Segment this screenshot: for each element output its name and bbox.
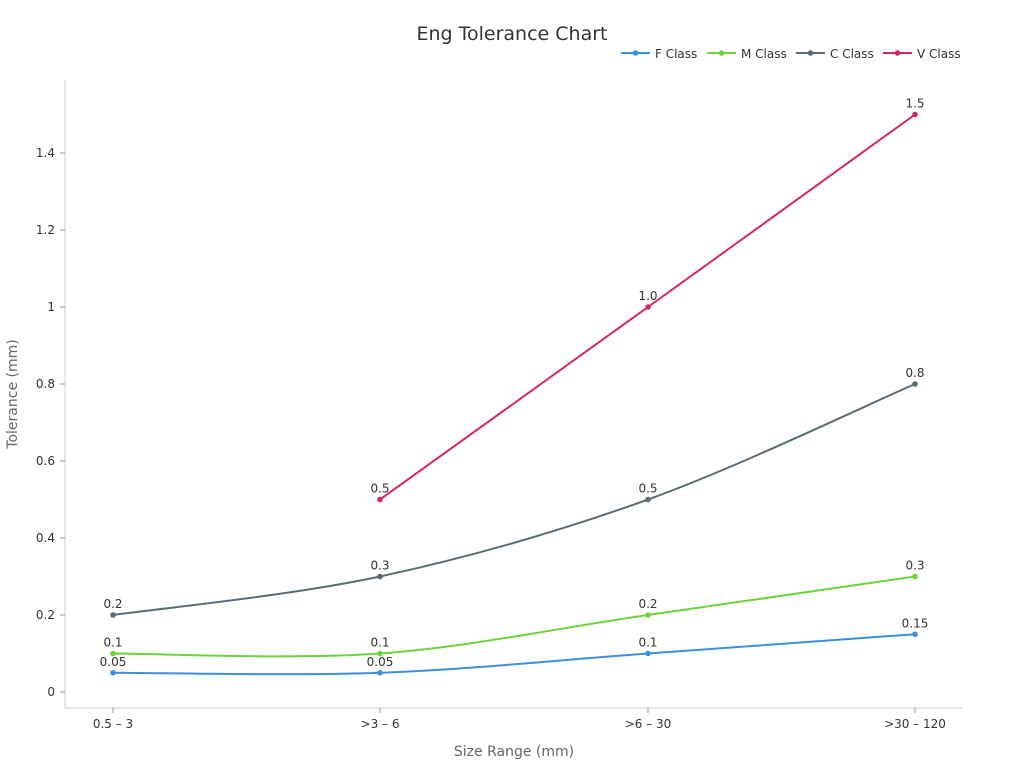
y-axis-ticks: 0 0.2 0.4 0.6 0.8 1 1.2 1.4 [36, 146, 65, 699]
x-tick-label: 0.5 – 3 [93, 717, 133, 731]
x-axis-ticks: 0.5 – 3 >3 – 6 >6 – 30 >30 – 120 [93, 708, 946, 731]
x-tick-label: >30 – 120 [884, 717, 946, 731]
data-label: 0.1 [103, 636, 122, 650]
legend-marker [807, 50, 814, 56]
series-group: 0.05 0.05 0.1 0.15 0.1 0.1 0.2 0.3 0.2 0.3 0.5 0.8 0… [100, 97, 929, 676]
data-label: 0.1 [638, 636, 657, 650]
legend-label: C Class [830, 47, 874, 61]
data-point[interactable] [912, 381, 918, 387]
data-label: 1.5 [905, 97, 924, 111]
legend-marker [718, 50, 725, 56]
data-label: 0.15 [902, 616, 929, 630]
data-point[interactable] [912, 111, 918, 118]
data-label: 0.5 [370, 482, 389, 496]
data-label: 0.3 [370, 559, 389, 573]
y-tick-label: 0.4 [36, 531, 55, 545]
y-tick-label: 1.4 [36, 146, 55, 160]
y-tick-label: 1.2 [36, 223, 55, 237]
legend-item[interactable]: V Class [883, 47, 961, 61]
data-point[interactable] [110, 650, 116, 657]
chart-title: Eng Tolerance Chart [416, 23, 607, 45]
series-line-f-class [112, 633, 916, 676]
legend-item[interactable]: C Class [796, 47, 874, 61]
data-point[interactable] [110, 612, 116, 618]
data-label: 0.3 [905, 559, 924, 573]
y-tick-label: 0.2 [36, 608, 55, 622]
x-axis-label: Size Range (mm) [454, 744, 574, 760]
series-line-c-class [112, 383, 916, 616]
legend-label: V Class [917, 47, 961, 61]
y-tick-label: 0 [47, 685, 55, 699]
y-tick-label: 0.6 [36, 454, 55, 468]
data-label: 0.1 [370, 636, 389, 650]
legend-item[interactable]: F Class [621, 47, 697, 61]
data-label: 0.5 [638, 482, 657, 496]
data-label: 0.05 [100, 655, 127, 669]
legend: F Class M Class C Class V Class [621, 47, 961, 61]
data-point[interactable] [645, 650, 651, 657]
data-point[interactable] [377, 650, 383, 657]
data-label: 0.2 [103, 597, 122, 611]
legend-label: F Class [655, 47, 697, 61]
series-line-m-class [112, 575, 916, 658]
data-point[interactable] [645, 304, 651, 310]
y-tick-label: 0.8 [36, 377, 55, 391]
data-point[interactable] [645, 496, 651, 503]
data-point[interactable] [645, 612, 651, 618]
data-label: 0.05 [367, 655, 394, 669]
data-point[interactable] [377, 496, 383, 503]
legend-marker [894, 50, 901, 56]
legend-label: M Class [741, 47, 787, 61]
legend-marker [632, 50, 639, 56]
legend-item[interactable]: M Class [707, 47, 787, 61]
data-point[interactable] [912, 631, 918, 638]
y-tick-label: 1 [47, 300, 55, 314]
data-point[interactable] [377, 669, 383, 676]
data-label: 1.0 [638, 289, 657, 303]
data-point[interactable] [377, 573, 383, 580]
data-label: 0.2 [638, 597, 657, 611]
y-axis-label: Tolerance (mm) [5, 339, 21, 449]
x-tick-label: >3 – 6 [361, 717, 400, 731]
data-point[interactable] [110, 669, 116, 676]
data-point[interactable] [912, 573, 918, 580]
data-label: 0.8 [905, 366, 924, 380]
x-tick-label: >6 – 30 [625, 717, 672, 731]
